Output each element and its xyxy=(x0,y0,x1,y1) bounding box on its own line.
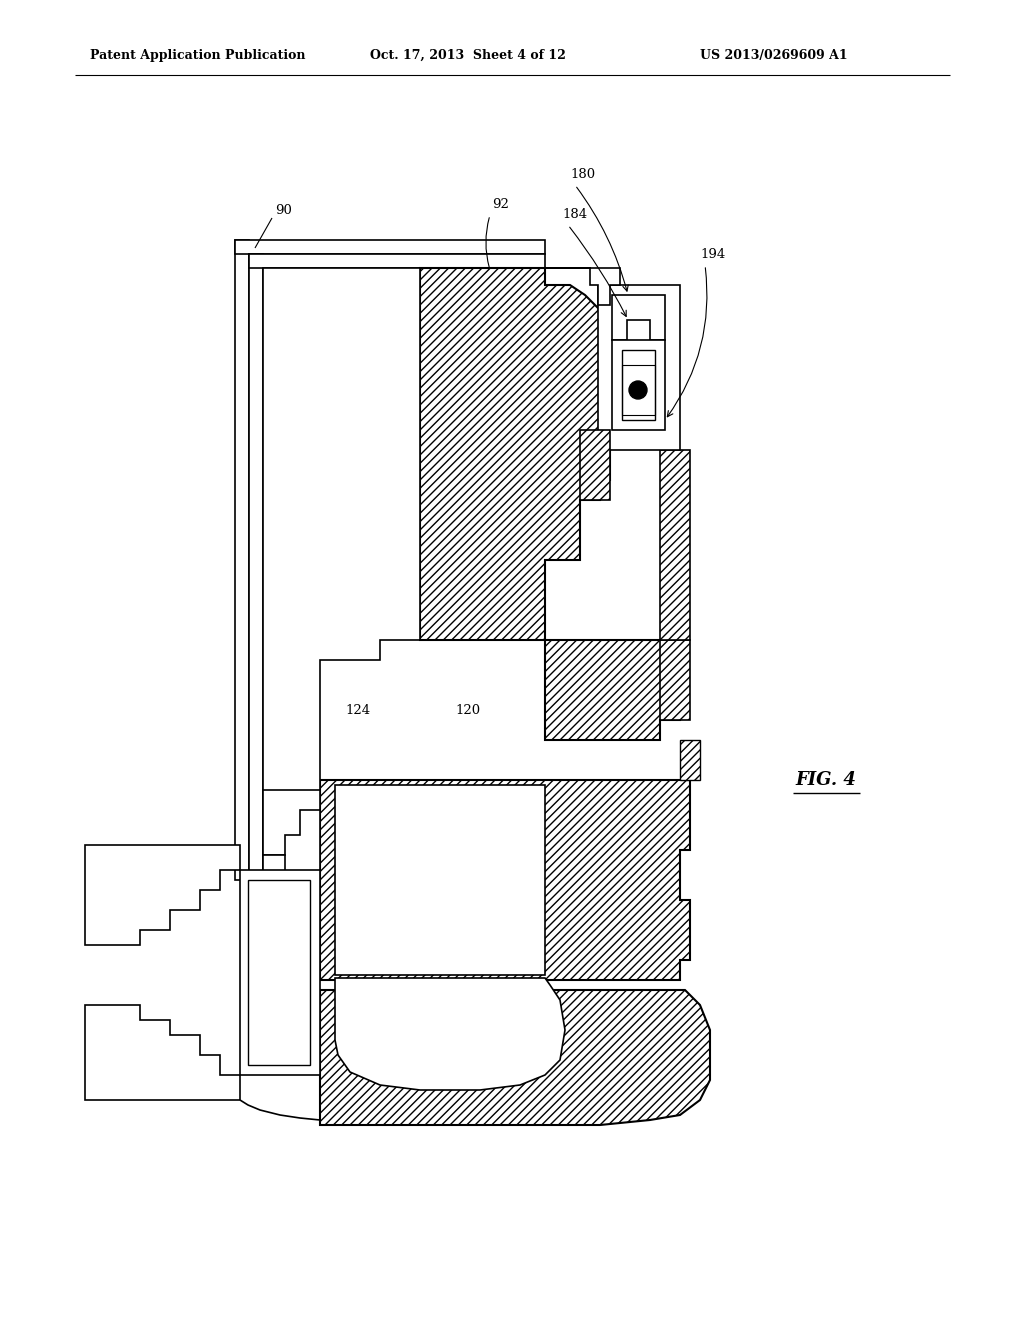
Polygon shape xyxy=(680,741,700,780)
Polygon shape xyxy=(249,253,545,268)
Polygon shape xyxy=(234,240,249,880)
Text: US 2013/0269609 A1: US 2013/0269609 A1 xyxy=(700,49,848,62)
Polygon shape xyxy=(660,450,690,640)
Polygon shape xyxy=(545,268,620,305)
Polygon shape xyxy=(612,341,665,430)
Text: 180: 180 xyxy=(570,169,595,181)
Text: 92: 92 xyxy=(492,198,509,211)
Polygon shape xyxy=(240,870,319,1074)
Text: 90: 90 xyxy=(275,203,292,216)
Polygon shape xyxy=(319,990,710,1125)
Text: FIG. 4: FIG. 4 xyxy=(795,771,856,789)
Text: 120: 120 xyxy=(455,704,480,717)
Text: Patent Application Publication: Patent Application Publication xyxy=(90,49,305,62)
Text: 194: 194 xyxy=(700,248,725,261)
Polygon shape xyxy=(580,430,610,500)
Polygon shape xyxy=(319,780,690,979)
Polygon shape xyxy=(545,640,680,741)
Polygon shape xyxy=(660,640,690,719)
Polygon shape xyxy=(249,253,263,880)
Polygon shape xyxy=(598,285,680,450)
Polygon shape xyxy=(612,294,665,341)
Polygon shape xyxy=(234,240,545,253)
Text: Oct. 17, 2013  Sheet 4 of 12: Oct. 17, 2013 Sheet 4 of 12 xyxy=(370,49,566,62)
Polygon shape xyxy=(335,785,545,975)
Polygon shape xyxy=(622,350,655,420)
Text: 184: 184 xyxy=(562,209,587,222)
Polygon shape xyxy=(263,855,319,920)
Polygon shape xyxy=(335,978,565,1090)
Polygon shape xyxy=(85,845,240,945)
Polygon shape xyxy=(420,268,620,640)
Polygon shape xyxy=(248,880,310,1065)
Circle shape xyxy=(629,381,647,399)
Polygon shape xyxy=(85,1005,240,1100)
Polygon shape xyxy=(263,268,420,880)
Polygon shape xyxy=(263,789,319,855)
Text: 124: 124 xyxy=(345,704,370,717)
